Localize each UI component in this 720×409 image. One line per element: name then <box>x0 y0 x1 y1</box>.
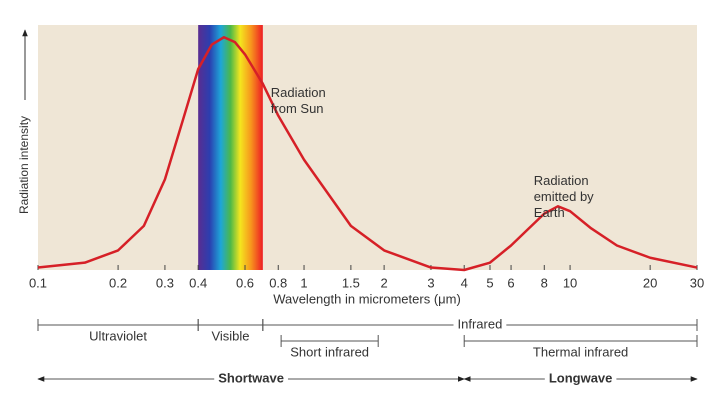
x-tick-label: 30 <box>690 275 704 290</box>
label-gap <box>544 373 617 385</box>
plot-background <box>38 25 697 270</box>
annotation: Radiation <box>271 85 326 100</box>
x-tick-label: 20 <box>643 275 657 290</box>
x-tick-label: 2 <box>381 275 388 290</box>
label-gap <box>453 319 507 331</box>
x-tick-label: 4 <box>461 275 468 290</box>
range-label: Thermal infrared <box>533 344 628 359</box>
range: Thermal infrared <box>463 335 698 359</box>
x-tick-label: 5 <box>486 275 493 290</box>
visible-spectrum <box>198 25 263 270</box>
annotation: Radiation <box>534 173 589 188</box>
range: Visible <box>197 319 264 343</box>
x-tick-label: 0.2 <box>109 275 127 290</box>
x-tick-label: 0.4 <box>189 275 207 290</box>
annotation: from Sun <box>271 101 324 116</box>
range-label: Ultraviolet <box>89 328 147 343</box>
x-tick-label: 0.3 <box>156 275 174 290</box>
range-label: Longwave <box>549 370 613 385</box>
x-axis-label: Wavelength in micrometers (μm) <box>273 291 461 306</box>
x-tick-label: 0.6 <box>236 275 254 290</box>
range: Longwave <box>463 370 698 385</box>
y-axis-label: Radiation intensity <box>17 116 31 214</box>
x-tick-label: 1.5 <box>342 275 360 290</box>
label-gap <box>214 373 288 385</box>
x-tick-label: 8 <box>541 275 548 290</box>
x-tick-label: 0.8 <box>269 275 287 290</box>
range-label: Infrared <box>458 316 503 331</box>
range: Shortwave <box>37 370 465 385</box>
range: Ultraviolet <box>37 319 199 343</box>
x-tick-label: 0.1 <box>29 275 47 290</box>
annotation: emitted by <box>534 189 594 204</box>
range-label: Shortwave <box>218 370 284 385</box>
x-tick-label: 6 <box>507 275 514 290</box>
range-label: Short infrared <box>290 344 369 359</box>
radiation-curve <box>37 36 698 272</box>
annotation: Earth <box>534 205 565 220</box>
range: Infrared <box>262 316 698 331</box>
range-label: Visible <box>211 328 249 343</box>
x-tick-label: 1 <box>300 275 307 290</box>
range: Short infrared <box>280 335 379 359</box>
x-tick-label: 10 <box>563 275 577 290</box>
x-tick-label: 3 <box>427 275 434 290</box>
